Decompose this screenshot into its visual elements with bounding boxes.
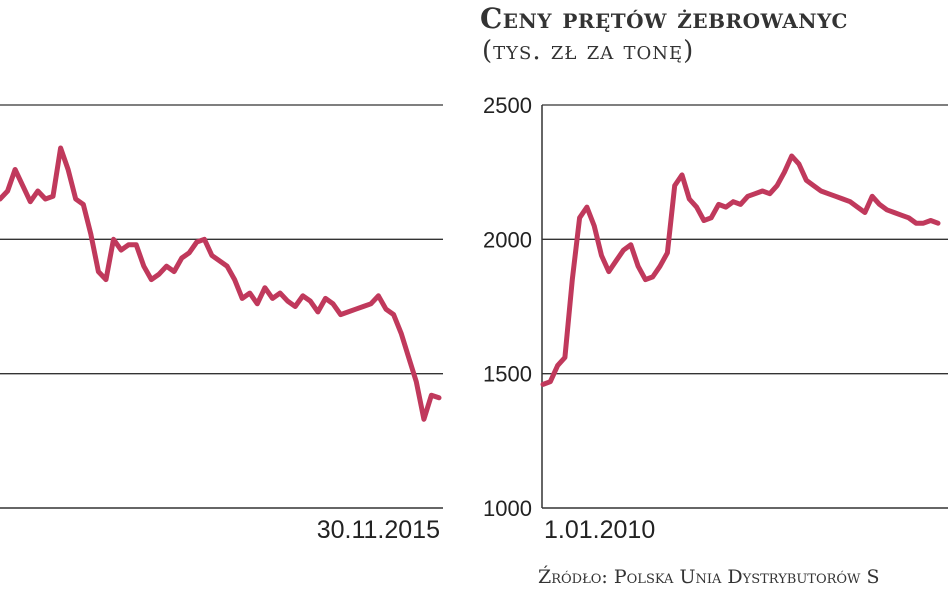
right-price-line (540, 153, 941, 387)
left-chart: 30.11.2015 (0, 104, 443, 544)
right-y-tick-labels: 1000 1500 2000 2500 (483, 93, 532, 521)
right-gridlines (542, 104, 948, 375)
right-y-tick-1000: 1000 (483, 496, 532, 521)
left-end-date-label: 30.11.2015 (317, 516, 440, 544)
right-start-date-label: 1.01.2010 (544, 516, 655, 544)
source-note: Źródło: Polska Unia Dystrybutorów S (538, 566, 880, 588)
chart-subtitle: (tys. zł za tonę) (482, 36, 695, 66)
right-y-tick-2000: 2000 (483, 227, 532, 252)
right-y-tick-2500: 2500 (483, 93, 532, 118)
left-price-line (0, 145, 442, 422)
right-chart: 1000 1500 2000 2500 1.01.2010 (483, 93, 948, 544)
chart-title: Ceny prętów żebrowanyc (480, 2, 848, 35)
left-gridlines (0, 104, 443, 375)
right-y-tick-1500: 1500 (483, 362, 532, 387)
